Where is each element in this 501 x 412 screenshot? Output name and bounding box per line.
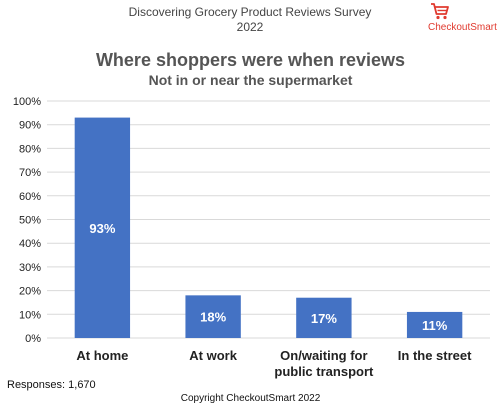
y-tick-label: 10%	[19, 309, 41, 321]
bar-value-label: 93%	[89, 221, 115, 236]
y-tick-label: 30%	[19, 262, 41, 274]
responses-count: Responses: 1,670	[7, 379, 96, 391]
x-category-label: At work	[189, 348, 237, 363]
chart-subtitle: Not in or near the supermarket	[148, 72, 353, 88]
y-tick-label: 70%	[19, 167, 41, 179]
y-tick-label: 100%	[13, 96, 41, 108]
bar	[296, 297, 352, 338]
y-tick-label: 90%	[19, 120, 41, 132]
bar-value-label: 17%	[311, 311, 337, 326]
checkoutsmart-logo: CheckoutSmart	[428, 2, 497, 36]
chart-title: Where shoppers were when reviews	[95, 50, 406, 70]
y-tick-label: 60%	[19, 191, 41, 203]
logo-text: CheckoutSmart	[428, 22, 497, 33]
x-category-label: public transport	[274, 364, 374, 379]
bars	[74, 117, 463, 338]
x-category-label: In the street	[398, 348, 472, 363]
bar	[406, 311, 463, 338]
x-category-label: On/waiting for	[280, 348, 367, 363]
bar	[74, 117, 131, 338]
survey-name: Discovering Grocery Product Reviews Surv…	[128, 5, 372, 19]
y-tick-label: 20%	[19, 286, 41, 298]
y-axis-tick-labels: 0% 10% 20% 30% 40% 50% 60% 70% 80% 90% 100%	[13, 96, 41, 345]
bar-value-label: 11%	[422, 318, 448, 333]
y-tick-label: 80%	[19, 143, 41, 155]
survey-title: Discovering Grocery Product Reviews Surv…	[110, 5, 390, 35]
x-category-label: At home	[76, 348, 128, 363]
bar	[185, 295, 241, 338]
y-tick-label: 50%	[19, 215, 41, 227]
data-labels: 93% 18% 17% 11%	[89, 221, 447, 333]
copyright-text: Copyright CheckoutSmart 2022	[180, 393, 321, 404]
y-tick-label: 0%	[25, 333, 41, 345]
survey-year: 2022	[236, 20, 264, 34]
bar-value-label: 18%	[200, 310, 226, 325]
shopping-cart-icon	[431, 3, 449, 20]
y-tick-label: 40%	[19, 238, 41, 250]
